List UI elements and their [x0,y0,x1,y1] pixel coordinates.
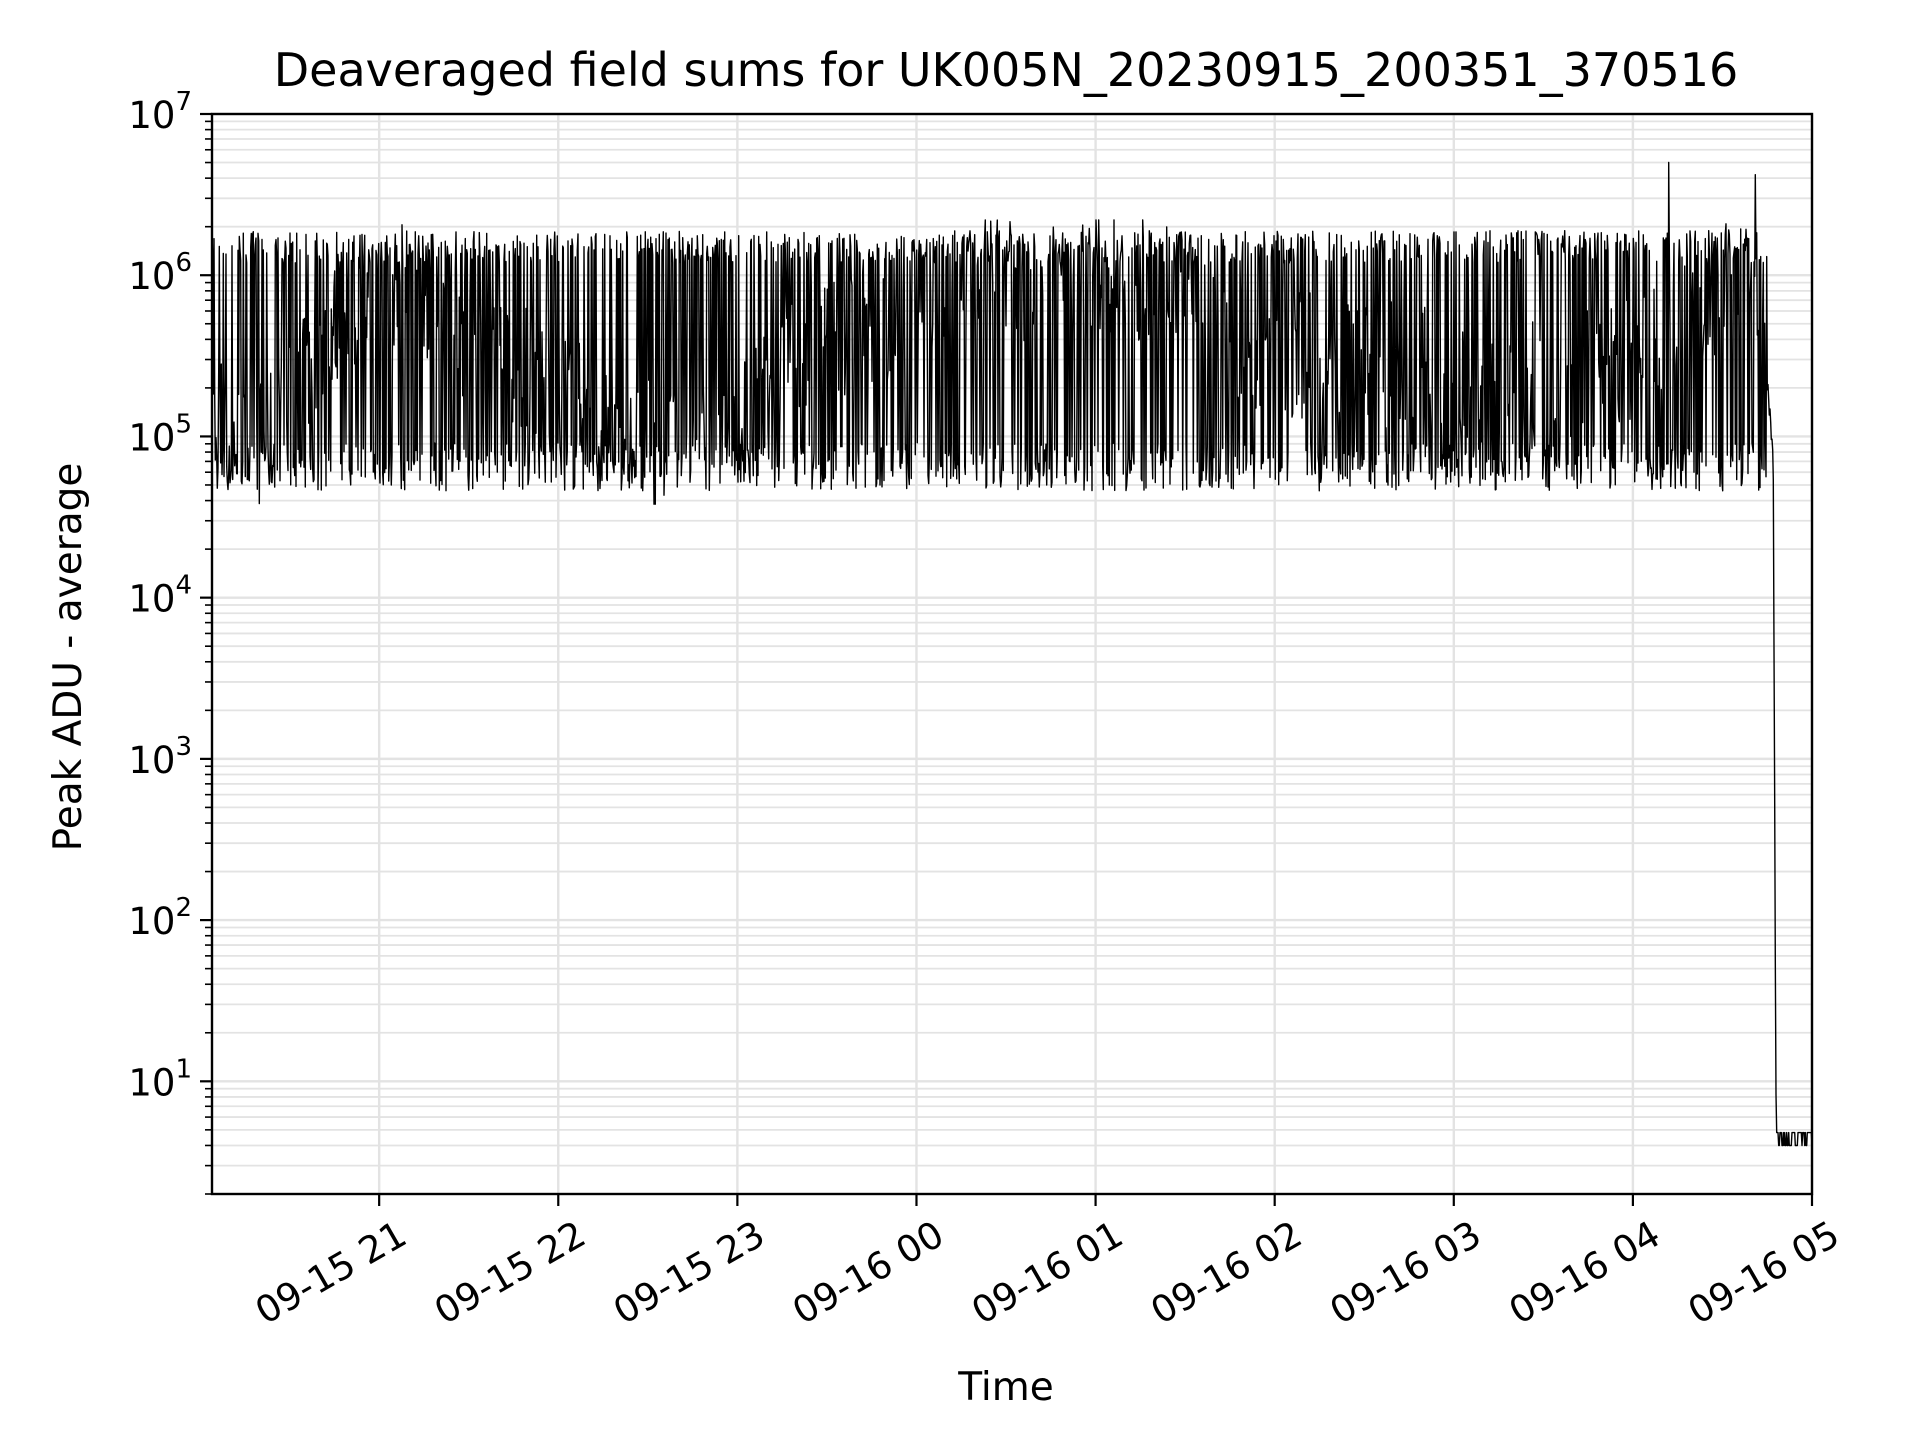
plot-frame [210,112,1814,1196]
x-tick-label: 09-15 21 [248,1213,414,1333]
data-area [211,161,1813,1147]
chart-title: Deaveraged field sums for UK005N_2023091… [274,43,1739,97]
x-tick-label: 09-16 00 [785,1213,951,1333]
series-line [211,161,1813,1147]
y-tick-label: 105 [128,409,192,459]
x-tick-label: 09-16 05 [1681,1213,1847,1333]
x-tick-label: 09-16 01 [965,1213,1131,1333]
y-tick-label: 101 [128,1054,192,1104]
x-tick-label: 09-15 23 [606,1213,772,1333]
x-tick-label: 09-16 04 [1502,1213,1668,1333]
y-tick-label: 103 [128,732,192,782]
y-tick-label: 104 [128,571,192,621]
y-tick-label: 102 [128,893,192,943]
x-tick-label: 09-15 22 [427,1213,593,1333]
grid [212,112,1814,1195]
y-axis-label: Peak ADU - average [46,463,91,852]
y-tick-label: 106 [128,248,192,298]
x-axis-label: Time [957,1365,1053,1410]
x-tick-label: 09-16 02 [1144,1213,1310,1333]
y-tick-label: 107 [128,87,192,137]
x-tick-label: 09-16 03 [1323,1213,1489,1333]
